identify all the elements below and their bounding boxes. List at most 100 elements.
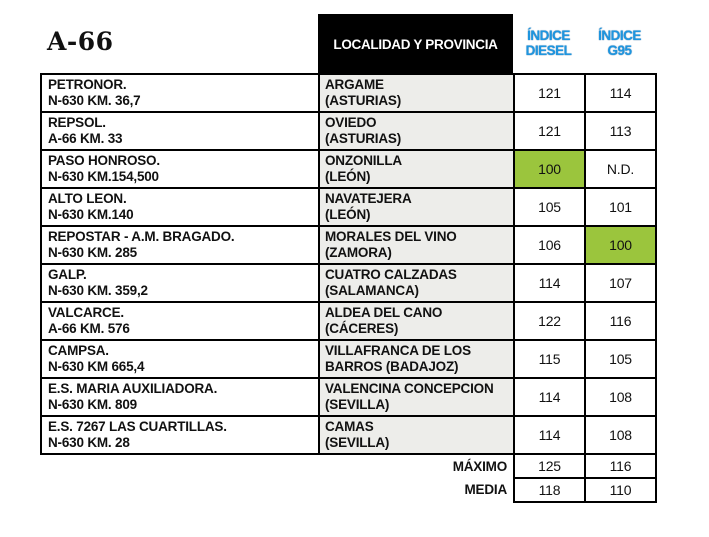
header-g95-line2: G95 [607, 43, 632, 58]
table-row: E.S. 7267 LAS CUARTILLAS. N-630 KM. 28 CA… [40, 415, 657, 455]
station-cell: GALP. N-630 KM. 359,2 [40, 263, 320, 303]
locality-name: VALENCINA CONCEPCION [325, 381, 494, 396]
diesel-index-cell: 121 [513, 73, 586, 113]
header-g95-line1: ÍNDICE [598, 28, 641, 43]
header-diesel-line2: DIESEL [525, 43, 572, 58]
station-cell: E.S. MARIA AUXILIADORA. N-630 KM. 809 [40, 377, 320, 417]
table-row: CAMPSA. N-630 KM 665,4 VILLAFRANCA DE LOS… [40, 339, 657, 379]
locality-name: ONZONILLA [325, 153, 402, 168]
locality-cell: ARGAME (ASTURIAS) [318, 73, 515, 113]
table-row: ALTO LEON. N-630 KM.140 NAVATEJERA (LEÓN) … [40, 187, 657, 227]
station-name: ALTO LEON. [48, 191, 127, 206]
locality-cell: OVIEDO (ASTURIAS) [318, 111, 515, 151]
summary-g95: 110 [584, 477, 657, 503]
station-road-km: N-630 KM.140 [48, 207, 134, 222]
summary-row: MÁXIMO 125 116 [41, 453, 657, 479]
g95-index-cell: 114 [584, 73, 657, 113]
locality-cell: VALENCINA CONCEPCION (SEVILLA) [318, 377, 515, 417]
province-name: (ZAMORA) [325, 245, 392, 260]
summary-g95: 116 [584, 453, 657, 479]
summary-label: MÁXIMO [452, 458, 507, 474]
summary-spacer [41, 478, 319, 502]
g95-index-cell: 108 [584, 377, 657, 417]
locality-name: MORALES DEL VINO [325, 229, 457, 244]
header-diesel-index: ÍNDICE DIESEL [513, 28, 584, 58]
province-name: (LEÓN) [325, 207, 371, 222]
station-road-km: N-630 KM. 809 [48, 397, 137, 412]
station-road-km: N-630 KM 665,4 [48, 359, 145, 374]
locality-name: NAVATEJERA [325, 191, 412, 206]
station-road-km: N-630 KM. 285 [48, 245, 137, 260]
station-name: REPOSTAR - A.M. BRAGADO. [48, 229, 235, 244]
locality-cell: MORALES DEL VINO (ZAMORA) [318, 225, 515, 265]
diesel-index-cell: 106 [513, 225, 586, 265]
summary-label: MEDIA [464, 482, 508, 497]
locality-name: CAMAS [325, 419, 374, 434]
diesel-index-cell: 114 [513, 263, 586, 303]
station-name: REPSOL. [48, 115, 106, 130]
summary-spacer [41, 454, 319, 478]
station-cell: PASO HONROSO. N-630 KM.154,500 [40, 149, 320, 189]
diesel-index-cell: 115 [513, 339, 586, 379]
locality-name: CUATRO CALZADAS [325, 267, 457, 282]
station-road-km: N-630 KM. 359,2 [48, 283, 148, 298]
locality-name: ARGAME [325, 77, 384, 92]
station-cell: REPSOL. A-66 KM. 33 [40, 111, 320, 151]
diesel-index-cell: 105 [513, 187, 586, 227]
diesel-index-cell: 122 [513, 301, 586, 341]
table-row: REPOSTAR - A.M. BRAGADO. N-630 KM. 285 MO… [40, 225, 657, 265]
header-locality: LOCALIDAD Y PROVINCIA [318, 14, 513, 74]
locality-cell: ALDEA DEL CANO (CÁCERES) [318, 301, 515, 341]
station-cell: VALCARCE. A-66 KM. 576 [40, 301, 320, 341]
station-road-km: N-630 KM. 36,7 [48, 93, 141, 108]
g95-index-cell: 105 [584, 339, 657, 379]
province-name: (ASTURIAS) [325, 131, 401, 146]
locality-cell: NAVATEJERA (LEÓN) [318, 187, 515, 227]
station-road-km: N-630 KM.154,500 [48, 169, 159, 184]
table-row: PETRONOR. N-630 KM. 36,7 ARGAME (ASTURIAS)… [40, 73, 657, 113]
station-name: PETRONOR. [48, 77, 127, 92]
locality-cell: CAMAS (SEVILLA) [318, 415, 515, 455]
g95-index-cell: 107 [584, 263, 657, 303]
table-row: GALP. N-630 KM. 359,2 CUATRO CALZADAS (SAL… [40, 263, 657, 303]
price-index-table: PETRONOR. N-630 KM. 36,7 ARGAME (ASTURIAS)… [40, 73, 657, 503]
g95-index-cell: 116 [584, 301, 657, 341]
station-cell: REPOSTAR - A.M. BRAGADO. N-630 KM. 285 [40, 225, 320, 265]
locality-cell: ONZONILLA (LEÓN) [318, 149, 515, 189]
province-name: (SALAMANCA) [325, 283, 419, 298]
station-name: VALCARCE. [48, 305, 124, 320]
station-cell: PETRONOR. N-630 KM. 36,7 [40, 73, 320, 113]
locality-cell: VILLAFRANCA DE LOS BARROS (BADAJOZ) [318, 339, 515, 379]
g95-index-cell: N.D. [584, 149, 657, 189]
province-name: (CÁCERES) [325, 321, 399, 336]
station-name: E.S. MARIA AUXILIADORA. [48, 381, 218, 396]
g95-index-cell: 100 [584, 225, 657, 265]
station-name: CAMPSA. [48, 343, 109, 358]
locality-name: ALDEA DEL CANO [325, 305, 443, 320]
station-name: PASO HONROSO. [48, 153, 160, 168]
diesel-index-cell: 121 [513, 111, 586, 151]
locality-name: VILLAFRANCA DE LOS [325, 343, 471, 358]
locality-cell: CUATRO CALZADAS (SALAMANCA) [318, 263, 515, 303]
province-name: (ASTURIAS) [325, 93, 401, 108]
station-cell: E.S. 7267 LAS CUARTILLAS. N-630 KM. 28 [40, 415, 320, 455]
station-name: E.S. 7267 LAS CUARTILLAS. [48, 419, 227, 434]
province-name: (LEÓN) [325, 169, 371, 184]
station-cell: CAMPSA. N-630 KM 665,4 [40, 339, 320, 379]
g95-index-cell: 108 [584, 415, 657, 455]
summary-diesel: 125 [513, 453, 586, 479]
header-g95-index: ÍNDICE G95 [584, 28, 655, 58]
g95-index-cell: 101 [584, 187, 657, 227]
province-name: BARROS (BADAJOZ) [325, 359, 459, 374]
summary-row: MEDIA 118 110 [41, 477, 657, 503]
station-road-km: N-630 KM. 28 [48, 435, 130, 450]
page-title: A-66 [47, 27, 114, 56]
diesel-index-cell: 100 [513, 149, 586, 189]
table-row: PASO HONROSO. N-630 KM.154,500 ONZONILLA(… [40, 149, 657, 189]
locality-name: OVIEDO [325, 115, 377, 130]
table-row: REPSOL. A-66 KM. 33 OVIEDO (ASTURIAS) 121 … [40, 111, 657, 151]
province-name: (SEVILLA) [325, 397, 390, 412]
station-road-km: A-66 KM. 33 [48, 131, 123, 146]
g95-index-cell: 113 [584, 111, 657, 151]
station-name: GALP. [48, 267, 87, 282]
